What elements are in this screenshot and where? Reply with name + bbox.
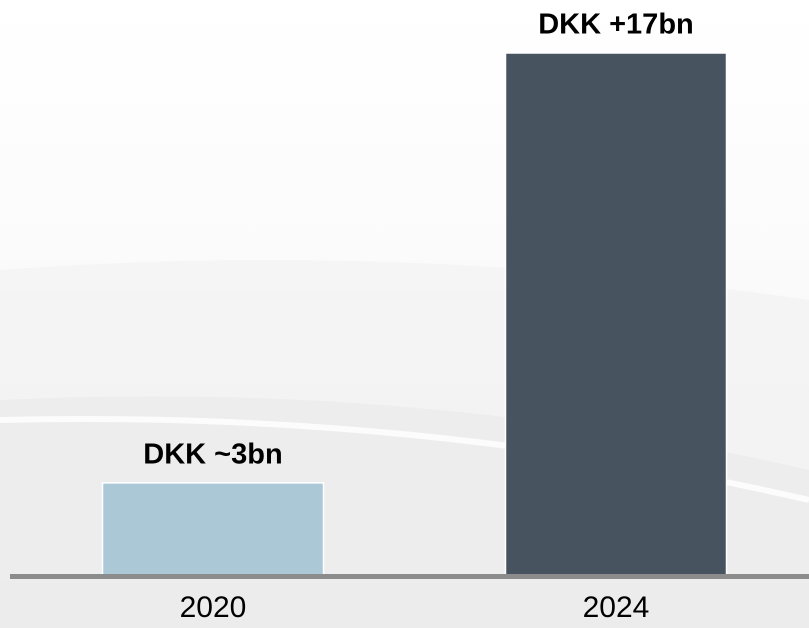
value-label: DKK ~3bn <box>143 439 282 471</box>
bar <box>101 482 325 576</box>
x-tick-label: 2024 <box>583 591 650 624</box>
bar <box>504 52 728 576</box>
x-tick-label: 2020 <box>180 591 247 624</box>
baseline <box>10 574 809 579</box>
value-label: DKK +17bn <box>538 9 694 41</box>
